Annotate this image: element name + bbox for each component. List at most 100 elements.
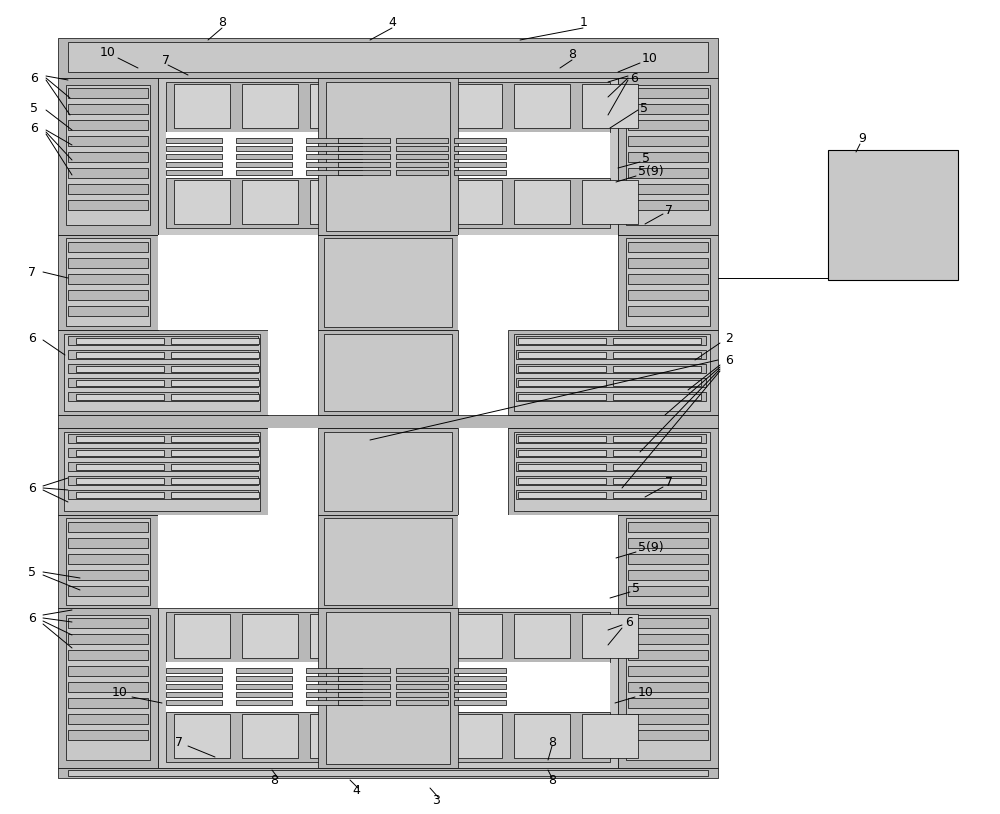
- Text: 6: 6: [28, 611, 36, 624]
- Bar: [396, 146, 448, 151]
- Bar: [514, 180, 570, 224]
- Text: 6: 6: [625, 615, 633, 628]
- Text: 5(9): 5(9): [638, 541, 664, 554]
- Bar: [174, 614, 230, 658]
- Bar: [618, 515, 718, 608]
- Bar: [76, 478, 164, 484]
- Bar: [518, 436, 606, 442]
- Bar: [68, 336, 258, 345]
- Bar: [628, 714, 708, 724]
- Text: 10: 10: [638, 685, 654, 698]
- Bar: [310, 614, 366, 658]
- Bar: [58, 608, 158, 768]
- Bar: [306, 700, 362, 705]
- Bar: [396, 162, 448, 167]
- Bar: [338, 700, 390, 705]
- Text: 6: 6: [30, 72, 38, 85]
- Bar: [613, 436, 701, 442]
- Bar: [68, 490, 258, 499]
- Bar: [66, 85, 150, 225]
- Bar: [68, 434, 258, 443]
- Bar: [166, 178, 610, 228]
- Bar: [68, 392, 258, 401]
- Bar: [68, 666, 148, 676]
- Bar: [166, 684, 222, 689]
- Bar: [618, 235, 718, 330]
- Bar: [68, 378, 258, 387]
- Bar: [628, 88, 708, 98]
- Bar: [68, 476, 258, 485]
- Bar: [306, 138, 362, 143]
- Bar: [68, 730, 148, 740]
- Bar: [626, 85, 710, 225]
- Bar: [516, 434, 706, 443]
- Bar: [66, 238, 150, 326]
- Bar: [166, 138, 222, 143]
- Bar: [613, 492, 701, 498]
- Bar: [516, 448, 706, 457]
- Text: 6: 6: [28, 482, 36, 494]
- Bar: [68, 290, 148, 300]
- Bar: [236, 676, 292, 681]
- Bar: [174, 84, 230, 128]
- Bar: [338, 692, 390, 697]
- Bar: [508, 330, 718, 415]
- Bar: [555, 255, 610, 295]
- Bar: [338, 684, 390, 689]
- Bar: [338, 146, 390, 151]
- Bar: [306, 162, 362, 167]
- Bar: [516, 476, 706, 485]
- Bar: [158, 235, 318, 330]
- Bar: [174, 180, 230, 224]
- Bar: [396, 154, 448, 159]
- Bar: [458, 330, 508, 415]
- Bar: [58, 235, 158, 330]
- Bar: [68, 168, 148, 178]
- Bar: [458, 235, 618, 330]
- Bar: [236, 154, 292, 159]
- Bar: [628, 666, 708, 676]
- Bar: [518, 338, 606, 344]
- Bar: [68, 634, 148, 644]
- Bar: [454, 162, 506, 167]
- Bar: [58, 515, 158, 608]
- Bar: [396, 700, 448, 705]
- Bar: [628, 618, 708, 628]
- Bar: [628, 168, 708, 178]
- Bar: [446, 84, 502, 128]
- Bar: [613, 464, 701, 470]
- Text: 7: 7: [665, 475, 673, 488]
- Bar: [68, 364, 258, 373]
- Bar: [518, 450, 606, 456]
- Bar: [613, 380, 701, 386]
- Bar: [628, 200, 708, 210]
- Text: 5: 5: [28, 566, 36, 579]
- Bar: [236, 700, 292, 705]
- Bar: [68, 306, 148, 316]
- Text: 1: 1: [580, 15, 588, 28]
- Bar: [68, 136, 148, 146]
- Bar: [242, 84, 298, 128]
- Bar: [64, 334, 260, 411]
- Bar: [628, 136, 708, 146]
- Bar: [324, 518, 452, 605]
- Bar: [166, 535, 221, 573]
- Bar: [454, 676, 506, 681]
- Bar: [454, 684, 506, 689]
- Bar: [446, 614, 502, 658]
- Bar: [396, 692, 448, 697]
- Bar: [518, 492, 606, 498]
- Bar: [454, 146, 506, 151]
- Bar: [338, 676, 390, 681]
- Bar: [458, 428, 508, 515]
- Bar: [446, 180, 502, 224]
- Bar: [613, 478, 701, 484]
- Bar: [326, 612, 450, 764]
- Bar: [518, 352, 606, 358]
- Bar: [171, 436, 259, 442]
- Text: 6: 6: [725, 353, 733, 366]
- Bar: [306, 676, 362, 681]
- Text: 5: 5: [640, 102, 648, 115]
- Bar: [516, 392, 706, 401]
- Text: 8: 8: [548, 773, 556, 786]
